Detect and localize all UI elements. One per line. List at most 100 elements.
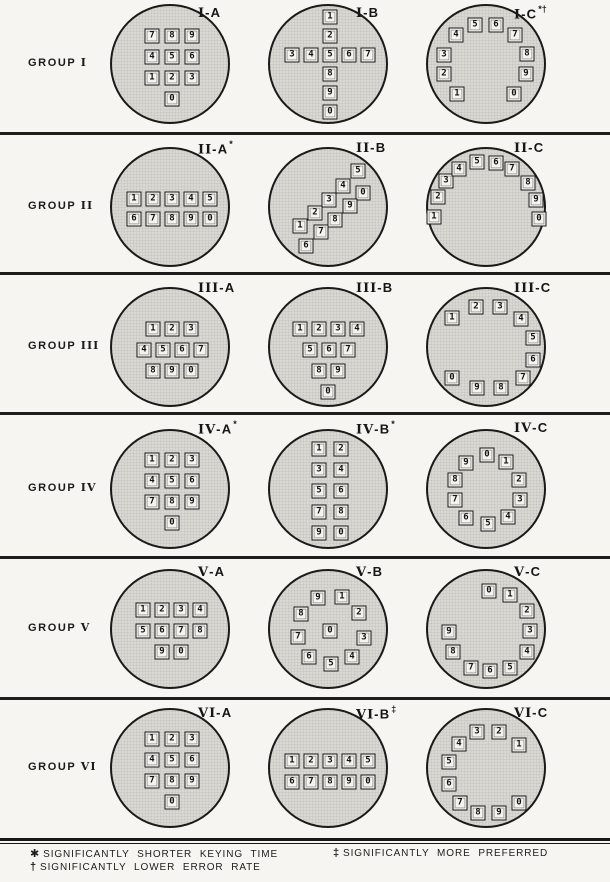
key-2: 2 [333,441,349,457]
panel-label: V-A [198,564,226,580]
key-7: 7 [290,629,306,645]
key-0: 0 [173,644,189,660]
group-row: GROUP II 1 2 3 4 5 6 7 8 9 0 II-A* 5 4 0 3 9 2 8 1 7 6 II-B 1 2 3… [0,132,610,272]
key-1: 1 [292,321,308,337]
key-4: 4 [333,462,349,478]
key-3: 3 [184,452,200,468]
panel-label: IV-A* [198,419,237,438]
key-8: 8 [447,472,463,488]
key-1: 1 [311,441,327,457]
key-6: 6 [301,649,317,665]
key-1: 1 [511,737,527,753]
key-6: 6 [298,238,314,254]
key-2: 2 [436,66,452,82]
key-9: 9 [341,774,357,790]
key-6: 6 [482,663,498,679]
key-6: 6 [321,342,337,358]
key-7: 7 [193,342,209,358]
panel-label: III-C [514,280,552,296]
key-0: 0 [506,86,522,102]
key-2: 2 [164,70,180,86]
key-4: 4 [192,602,208,618]
key-2: 2 [430,189,446,205]
key-7: 7 [515,370,531,386]
key-2: 2 [154,602,170,618]
key-2: 2 [164,452,180,468]
key-4: 4 [144,49,160,65]
key-9: 9 [184,494,200,510]
key-3: 3 [492,299,508,315]
key-8: 8 [293,606,309,622]
key-5: 5 [164,473,180,489]
key-4: 4 [144,752,160,768]
key-1: 1 [449,86,465,102]
key-1: 1 [135,602,151,618]
panel-label: IV-B* [356,419,395,438]
key-7: 7 [173,623,189,639]
key-4: 4 [513,311,529,327]
key-0: 0 [511,795,527,811]
key-7: 7 [144,28,160,44]
key-6: 6 [184,752,200,768]
panel-label: IV-C [514,420,549,436]
key-2: 2 [145,191,161,207]
key-8: 8 [445,644,461,660]
key-9: 9 [342,198,358,214]
key-6: 6 [525,352,541,368]
key-7: 7 [507,27,523,43]
key-0: 0 [322,623,338,639]
key-8: 8 [164,211,180,227]
key-2: 2 [164,731,180,747]
key-8: 8 [327,212,343,228]
double-rule [0,838,610,844]
key-7: 7 [311,504,327,520]
key-3: 3 [438,173,454,189]
group-label: GROUP IV [28,481,97,494]
key-8: 8 [520,175,536,191]
panel-label: I-B [356,5,380,21]
panel-label: I-A [198,5,222,21]
key-8: 8 [145,363,161,379]
key-1: 1 [144,731,160,747]
panel-label: VI-B‡ [356,704,397,723]
key-9: 9 [458,455,474,471]
key-4: 4 [349,321,365,337]
key-5: 5 [135,623,151,639]
key-3: 3 [356,630,372,646]
footnote: ‡ SIGNIFICANTLY MORE PREFERRED [333,847,549,859]
key-9: 9 [518,66,534,82]
key-3: 3 [184,70,200,86]
panel-label: I-C*† [514,4,547,23]
key-1: 1 [145,321,161,337]
key-1: 1 [284,753,300,769]
figure-rows: GROUP I 7 8 9 4 5 6 1 2 3 0 I-A 1 2 3 4 5 6 7 8 9 0 I-B 5 6 4 7 3 8 2… [0,4,610,828]
key-7: 7 [145,211,161,227]
key-3: 3 [322,753,338,769]
key-8: 8 [192,623,208,639]
key-6: 6 [458,510,474,526]
key-0: 0 [164,91,180,107]
key-9: 9 [330,363,346,379]
key-5: 5 [323,656,339,672]
key-3: 3 [321,192,337,208]
key-7: 7 [447,492,463,508]
key-3: 3 [436,47,452,63]
key-4: 4 [448,27,464,43]
group-label: GROUP I [28,56,87,69]
key-8: 8 [164,773,180,789]
key-1: 1 [126,191,142,207]
